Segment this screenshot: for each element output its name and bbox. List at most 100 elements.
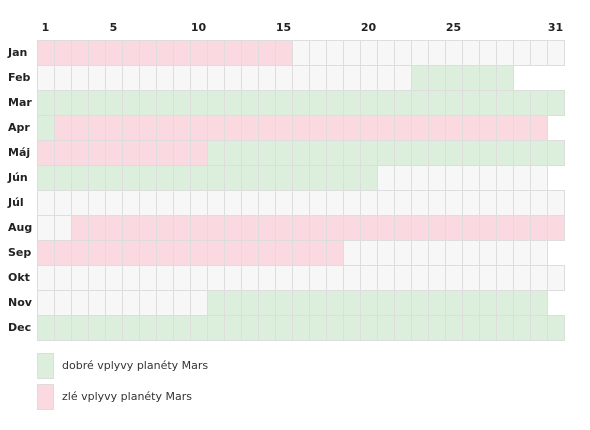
day-cell-bad: [479, 115, 497, 141]
day-cell-empty: [105, 290, 123, 316]
day-cell-empty: [156, 65, 174, 91]
day-cell-bad: [241, 215, 259, 241]
day-cell-bad: [190, 115, 208, 141]
day-cell-bad: [275, 215, 293, 241]
day-cell-good: [139, 315, 157, 341]
day-cell-bad: [54, 115, 72, 141]
day-cell-empty: [411, 40, 429, 66]
day-cell-bad: [428, 215, 446, 241]
day-cell-bad: [54, 240, 72, 266]
day-cell-good: [88, 165, 106, 191]
day-cell-good: [445, 65, 463, 91]
day-cell-empty: [54, 65, 72, 91]
day-cell-empty: [394, 40, 412, 66]
day-cell-good: [479, 290, 497, 316]
day-cell-empty: [530, 240, 548, 266]
day-cell-good: [360, 315, 378, 341]
day-cell-bad: [241, 40, 259, 66]
day-cell-empty: [462, 165, 480, 191]
day-cell-empty: [326, 190, 344, 216]
day-cell-empty: [343, 190, 361, 216]
day-cell-empty: [88, 290, 106, 316]
day-cell-bad: [105, 40, 123, 66]
day-cell-empty: [411, 190, 429, 216]
day-cell-bad: [326, 215, 344, 241]
day-cell-empty: [377, 165, 395, 191]
day-cell-bad: [445, 215, 463, 241]
day-cell-bad: [377, 215, 395, 241]
day-cell-empty: [343, 65, 361, 91]
day-cell-empty: [309, 65, 327, 91]
day-cell-good: [258, 165, 276, 191]
month-label: Máj: [8, 146, 30, 159]
day-cell-empty: [71, 190, 89, 216]
day-cell-bad: [105, 115, 123, 141]
month-row-4: Apr: [8, 115, 548, 141]
day-cell-bad: [190, 240, 208, 266]
day-cell-bad: [445, 115, 463, 141]
day-cell-good: [258, 290, 276, 316]
day-cell-bad: [224, 40, 242, 66]
day-cell-bad: [173, 40, 191, 66]
day-cell-empty: [343, 40, 361, 66]
day-cell-bad: [173, 115, 191, 141]
day-cell-empty: [156, 290, 174, 316]
day-cell-empty: [105, 190, 123, 216]
day-cell-empty: [207, 65, 225, 91]
day-cell-good: [377, 290, 395, 316]
day-cell-empty: [139, 65, 157, 91]
day-cell-good: [224, 90, 242, 116]
day-cell-good: [377, 140, 395, 166]
day-cell-good: [530, 290, 548, 316]
month-row-10: Okt: [8, 265, 565, 291]
day-cell-good: [190, 165, 208, 191]
day-cell-empty: [479, 190, 497, 216]
day-cell-good: [122, 90, 140, 116]
day-cell-empty: [292, 40, 310, 66]
day-cell-empty: [156, 190, 174, 216]
day-cell-empty: [122, 65, 140, 91]
day-cell-empty: [462, 40, 480, 66]
day-cell-good: [241, 140, 259, 166]
day-cell-bad: [190, 40, 208, 66]
day-cell-empty: [377, 240, 395, 266]
day-cell-bad: [139, 215, 157, 241]
day-cell-good: [309, 90, 327, 116]
day-cell-good: [445, 315, 463, 341]
day-cell-empty: [207, 265, 225, 291]
day-cell-bad: [122, 115, 140, 141]
day-cell-empty: [190, 265, 208, 291]
day-cell-good: [496, 290, 514, 316]
day-cell-good: [122, 315, 140, 341]
day-cell-bad: [156, 140, 174, 166]
day-cell-good: [88, 315, 106, 341]
day-cell-empty: [513, 165, 531, 191]
day-cell-bad: [71, 240, 89, 266]
day-label-25: 25: [446, 21, 461, 34]
day-cell-empty: [411, 240, 429, 266]
day-cell-empty: [326, 265, 344, 291]
day-cell-good: [309, 315, 327, 341]
day-cell-good: [343, 90, 361, 116]
day-cell-empty: [309, 190, 327, 216]
day-cell-empty: [88, 190, 106, 216]
day-cell-bad: [139, 140, 157, 166]
day-cell-good: [54, 90, 72, 116]
day-cell-empty: [343, 265, 361, 291]
day-cell-bad: [258, 40, 276, 66]
day-cell-bad: [105, 240, 123, 266]
day-cell-bad: [258, 240, 276, 266]
month-row-2: Feb: [8, 65, 514, 91]
day-cell-bad: [88, 215, 106, 241]
day-cell-good: [71, 315, 89, 341]
day-cell-bad: [88, 40, 106, 66]
day-cell-good: [513, 315, 531, 341]
day-cell-empty: [122, 190, 140, 216]
day-cell-good: [411, 140, 429, 166]
day-cell-empty: [360, 190, 378, 216]
day-cell-empty: [445, 190, 463, 216]
day-cell-good: [479, 90, 497, 116]
day-cell-empty: [479, 240, 497, 266]
day-cell-empty: [428, 265, 446, 291]
day-cell-empty: [360, 240, 378, 266]
